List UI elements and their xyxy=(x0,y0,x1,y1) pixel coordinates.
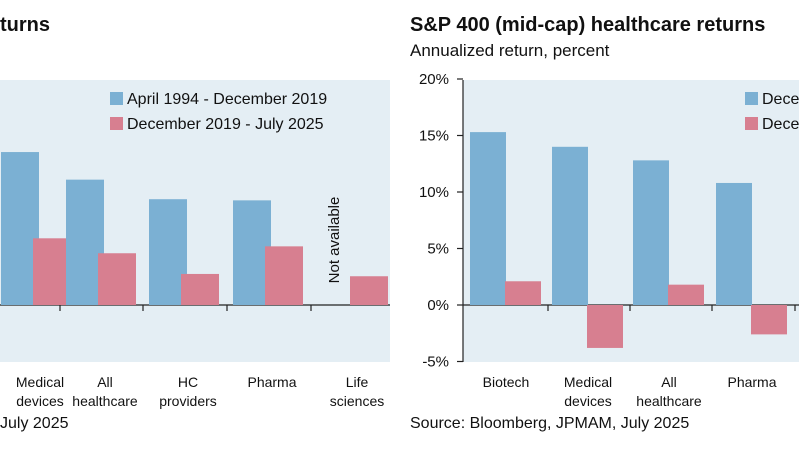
left-legend-swatch-s1 xyxy=(110,92,123,105)
right-legend-label-s2: Dece xyxy=(762,116,799,133)
left-bar-s1-2 xyxy=(149,199,187,305)
right-y-tick-label-3: 10% xyxy=(419,184,449,201)
left-chart-title: turns xyxy=(0,14,50,36)
left-category-label-3-0: Pharma xyxy=(247,374,296,390)
left-bar-s1-3 xyxy=(233,200,271,305)
left-category-label-0-0: Medical xyxy=(16,374,64,390)
left-legend-label-s1: April 1994 - December 2019 xyxy=(127,91,327,108)
right-bar-s2-2 xyxy=(668,284,704,305)
left-category-label-0-1: devices xyxy=(16,393,63,409)
left-category-label-1-1: healthcare xyxy=(72,393,138,409)
right-category-label-0-0: Biotech xyxy=(483,374,530,390)
right-legend-swatch-s2 xyxy=(745,117,758,130)
right-y-tick-label-2: 5% xyxy=(427,241,449,258)
left-chart-source: July 2025 xyxy=(0,415,69,432)
right-bar-s1-1 xyxy=(552,146,588,305)
left-legend-label-s2: December 2019 - July 2025 xyxy=(127,116,324,133)
left-legend-swatch-s2 xyxy=(110,117,123,130)
left-bar-s2-0 xyxy=(33,238,71,305)
left-category-label-1-0: All xyxy=(97,374,113,390)
left-bar-s1-0 xyxy=(1,152,39,305)
left-bar-s2-3 xyxy=(265,246,303,305)
left-bar-s2-2 xyxy=(181,273,219,305)
right-bar-s1-3 xyxy=(716,182,752,305)
right-y-tick-label-1: 0% xyxy=(427,297,449,314)
right-category-label-1-0: Medical xyxy=(564,374,612,390)
left-category-label-2-0: HC xyxy=(178,374,198,390)
right-chart-source: Source: Bloomberg, JPMAM, July 2025 xyxy=(410,415,690,432)
left-category-label-4-0: Life xyxy=(346,374,369,390)
right-chart-title: S&P 400 (mid-cap) healthcare returns xyxy=(410,14,766,36)
right-category-label-2-0: All xyxy=(661,374,677,390)
left-category-label-2-1: providers xyxy=(159,393,217,409)
right-bar-s1-2 xyxy=(633,160,669,305)
right-bar-s2-3 xyxy=(751,305,787,335)
left-plot-area xyxy=(0,80,390,362)
right-category-label-3-0: Pharma xyxy=(727,374,776,390)
right-bar-s2-0 xyxy=(505,281,541,305)
left-category-label-4-1: sciences xyxy=(330,393,384,409)
right-legend-label-s1: Dece xyxy=(762,91,799,108)
right-y-tick-label-0: -5% xyxy=(422,354,449,371)
left-bar-s2-4 xyxy=(350,276,388,305)
right-y-tick-label-4: 15% xyxy=(419,128,449,145)
left-bar-s1-1 xyxy=(66,179,104,305)
right-bar-s2-1 xyxy=(587,305,623,348)
left-not-available-label: Not available xyxy=(326,197,343,284)
right-bar-s1-0 xyxy=(470,132,506,305)
right-category-label-1-1: devices xyxy=(564,393,611,409)
right-chart-subtitle: Annualized return, percent xyxy=(410,41,610,60)
right-y-tick-label-5: 20% xyxy=(419,71,449,88)
left-bar-s2-1 xyxy=(98,253,136,305)
right-legend-swatch-s1 xyxy=(745,92,758,105)
right-category-label-2-1: healthcare xyxy=(636,393,702,409)
